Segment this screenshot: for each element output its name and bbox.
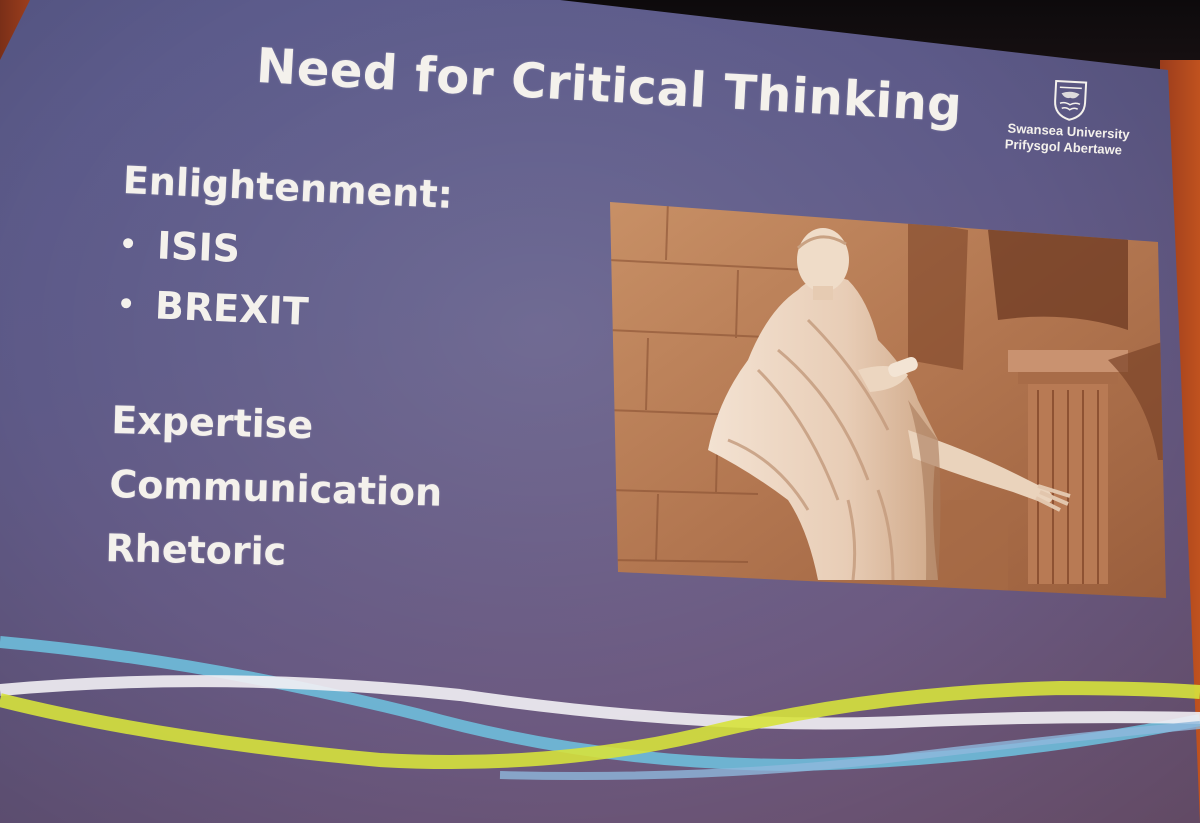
term-expertise: Expertise xyxy=(110,398,314,448)
yellow-wave xyxy=(0,680,1200,769)
bullet-text: BREXIT xyxy=(154,283,310,334)
term-rhetoric: Rhetoric xyxy=(105,526,287,574)
university-logo: Swansea University Prifysgol Abertawe xyxy=(1002,74,1147,171)
decorative-waves xyxy=(0,636,1200,780)
crest-icon xyxy=(1054,79,1088,121)
bullet-item: BREXIT xyxy=(120,282,309,334)
bullet-dot-icon xyxy=(120,297,132,308)
bullet-text: ISIS xyxy=(156,223,241,271)
white-wave xyxy=(0,675,1200,730)
bullet-item: ISIS xyxy=(122,222,241,271)
term-communication: Communication xyxy=(108,462,443,515)
bullet-dot-icon xyxy=(122,237,134,248)
blue-wave xyxy=(499,721,1200,780)
statue-illustration xyxy=(610,202,1166,598)
statue-photo xyxy=(610,202,1166,598)
